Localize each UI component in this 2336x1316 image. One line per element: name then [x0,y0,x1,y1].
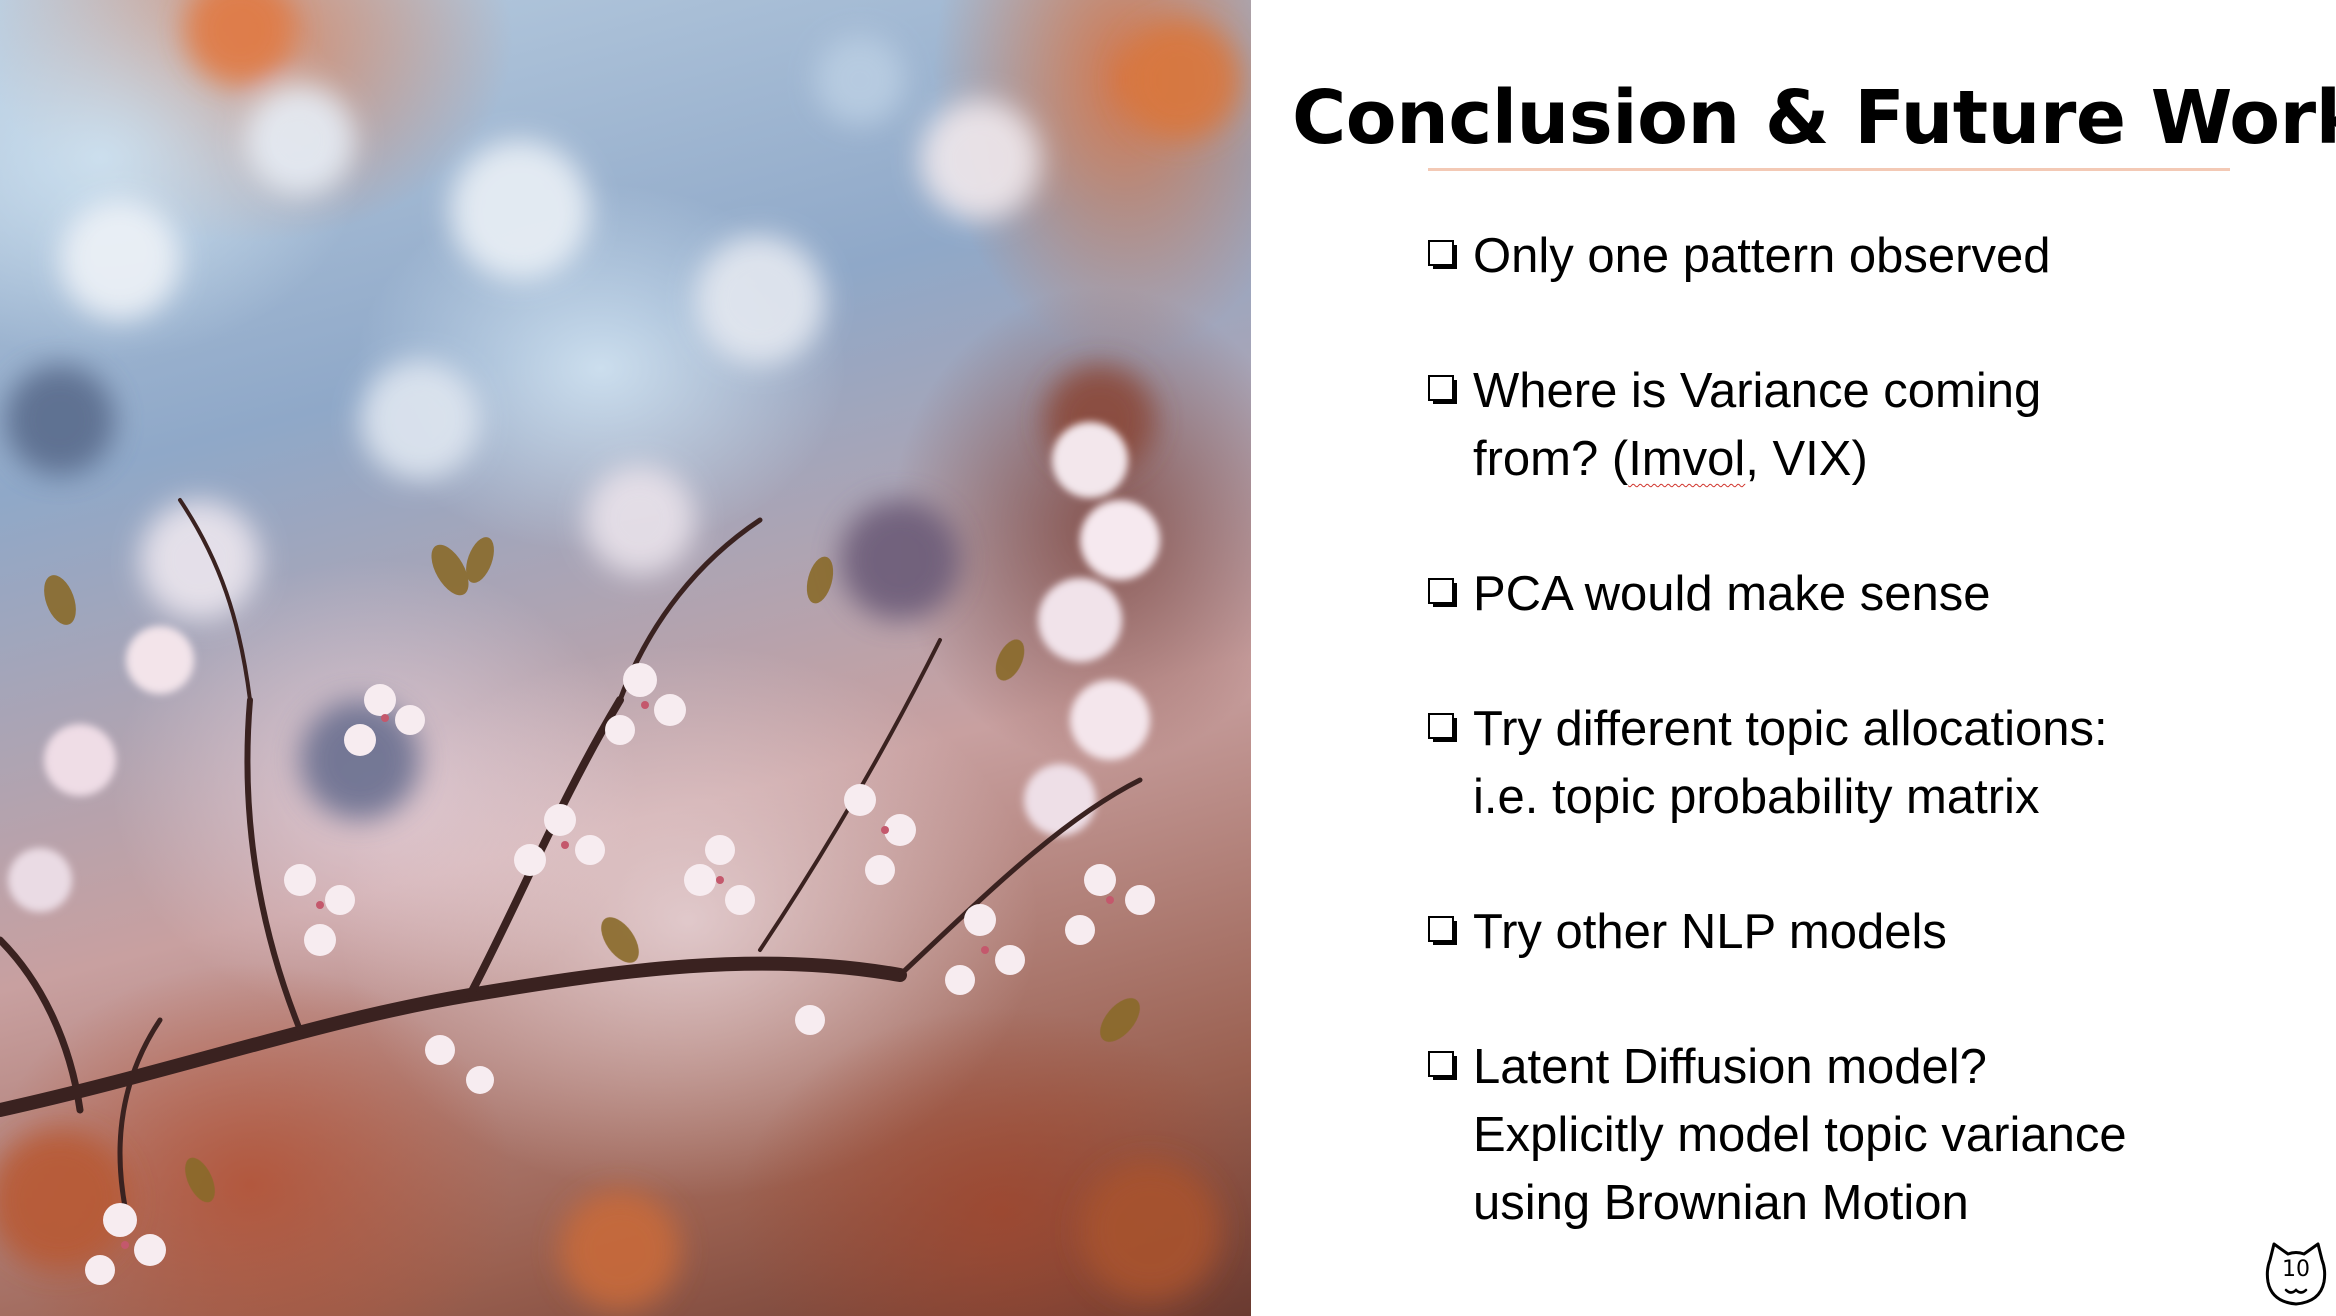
bullet-text: from? ( [1473,432,1629,486]
cat-face-icon: 10 [2264,1240,2328,1308]
bullet-text: using Brownian Motion [1473,1176,1969,1230]
checkbox-icon [1428,1051,1458,1081]
checkbox-icon [1428,713,1458,743]
cherry-blossom-photo [0,0,1251,1316]
blossom-illustration [0,0,1240,1310]
bullet-list: Only one pattern observed Where is Varia… [1428,222,2308,1304]
slide-title: Conclusion & Future Work [1292,75,2336,161]
bullet-text: Explicitly model topic variance [1473,1108,2127,1162]
bullet-item: PCA would make sense [1428,560,2308,628]
title-underline [1428,168,2230,171]
bullet-text: Where is Variance coming [1473,364,2042,418]
bullet-text: i.e. topic probability matrix [1473,770,2040,824]
checkbox-icon [1428,916,1458,946]
bullet-text: , VIX) [1745,432,1868,486]
checkbox-icon [1428,375,1458,405]
bullet-item: Only one pattern observed [1428,222,2308,290]
bullet-item: Where is Variance coming from? (Imvol, V… [1428,357,2308,493]
bullet-text: Only one pattern observed [1473,229,2051,283]
checkbox-icon [1428,240,1458,270]
bullet-text: Try other NLP models [1473,905,1947,959]
misspelled-word: Imvol [1628,432,1746,486]
bullet-text: Latent Diffusion model? [1473,1040,1987,1094]
checkbox-icon [1428,578,1458,608]
page-number: 10 [2282,1257,2310,1282]
bullet-item: Latent Diffusion model? Explicitly model… [1428,1033,2308,1237]
bullet-item: Try other NLP models [1428,898,2308,966]
bullet-item: Try different topic allocations: i.e. to… [1428,695,2308,831]
bullet-text: PCA would make sense [1473,567,1991,621]
bullet-text: Try different topic allocations: [1473,702,2108,756]
